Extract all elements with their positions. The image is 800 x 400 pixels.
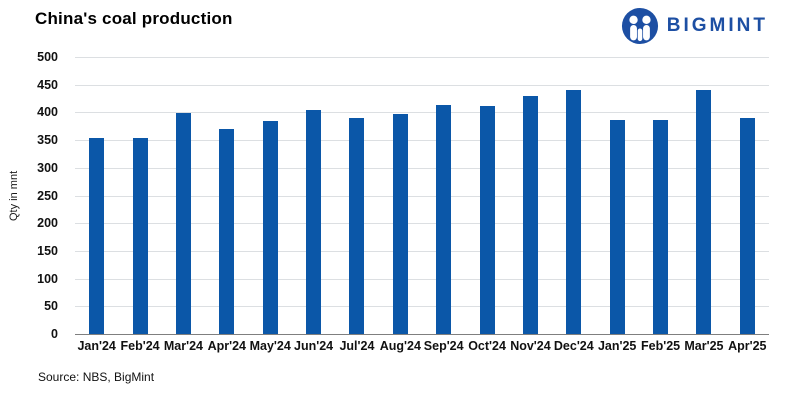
bar-slot	[422, 57, 465, 334]
x-axis-label: Sep'24	[423, 339, 464, 353]
bar-Jan'24	[89, 137, 105, 334]
brand-logo: BIGMINT	[621, 7, 768, 45]
bar-slot	[726, 57, 769, 334]
bar-Sep'24	[436, 104, 452, 334]
source-note: Source: NBS, BigMint	[38, 370, 155, 384]
y-axis-ticks: 0 50 100 150 200 250 300 350 400 450 500	[24, 50, 66, 341]
page-title: China's coal production	[35, 9, 233, 28]
y-tick-label: 150	[37, 243, 58, 258]
y-tick-label: 250	[37, 188, 58, 203]
bar-slot	[205, 57, 248, 334]
gridline	[75, 84, 769, 86]
x-axis-label: Aug'24	[379, 339, 421, 353]
bar-Feb'25	[653, 120, 669, 334]
y-tick-label: 300	[37, 160, 58, 175]
gridline	[75, 250, 769, 252]
bar-slot	[509, 57, 552, 334]
bar-slot	[379, 57, 422, 334]
gridline	[75, 112, 769, 114]
bar-slot	[682, 57, 725, 334]
x-axis-label: Apr'24	[207, 339, 247, 353]
bar-Apr'25	[739, 117, 755, 334]
x-axis-label: Nov'24	[510, 339, 551, 353]
y-tick-label: 400	[37, 105, 58, 120]
bar-Dec'24	[566, 90, 582, 334]
x-axis-label: Jul'24	[339, 339, 375, 353]
bar-slot	[162, 57, 205, 334]
x-axis-label: Dec'24	[553, 339, 594, 353]
x-axis-label: Mar'24	[163, 339, 203, 353]
x-axis-label: Apr'25	[728, 339, 767, 353]
bar-Jan'25	[609, 120, 625, 334]
x-axis-label: Jan'25	[597, 339, 637, 353]
y-tick-label: 200	[37, 216, 58, 231]
y-tick-label: 0	[51, 327, 58, 341]
bar-slot	[552, 57, 595, 334]
bigmint-logo-icon	[621, 7, 658, 45]
bar-Oct'24	[479, 105, 495, 334]
bar-Jul'24	[349, 117, 365, 334]
plot-area	[75, 57, 769, 335]
y-tick-label: 100	[37, 271, 58, 286]
bar-Jun'24	[306, 109, 322, 334]
bars-container	[75, 57, 769, 334]
gridline	[75, 306, 769, 308]
bar-slot	[75, 57, 118, 334]
bar-slot	[292, 57, 335, 334]
bar-slot	[118, 57, 161, 334]
x-axis-label: Feb'24	[120, 339, 160, 353]
bar-May'24	[262, 121, 278, 334]
bar-slot	[596, 57, 639, 334]
y-tick-label: 450	[37, 77, 58, 92]
y-tick-label: 350	[37, 133, 58, 148]
bar-Mar'25	[696, 89, 712, 334]
bar-Feb'24	[132, 137, 148, 334]
bar-slot	[639, 57, 682, 334]
x-axis-line	[75, 334, 769, 335]
gridline	[75, 57, 769, 58]
x-axis-label: Feb'25	[641, 339, 681, 353]
gridline	[75, 140, 769, 142]
bar-Mar'24	[175, 113, 191, 334]
gridline	[75, 223, 769, 225]
bar-Nov'24	[522, 96, 538, 334]
y-tick-label: 500	[37, 50, 58, 64]
bar-slot	[249, 57, 292, 334]
y-tick-label: 50	[44, 299, 58, 314]
x-axis-label: Jan'24	[77, 339, 116, 353]
x-axis-label: Mar'25	[684, 339, 724, 353]
brand-name: BIGMINT	[666, 15, 768, 36]
bar-slot	[335, 57, 378, 334]
x-axis-label: Oct'24	[468, 339, 506, 353]
gridline	[75, 278, 769, 280]
x-axis-labels: Jan'24 Feb'24 Mar'24 Apr'24 May'24 Jun'24 Jul'…	[75, 339, 769, 353]
bar-slot	[465, 57, 508, 334]
y-axis-title: Qty in mnt	[8, 170, 20, 221]
x-axis-label: May'24	[249, 339, 291, 353]
x-axis-label: Jun'24	[294, 339, 334, 353]
bar-Apr'24	[219, 129, 235, 334]
bar-Aug'24	[392, 113, 408, 334]
gridline	[75, 195, 769, 197]
gridline	[75, 167, 769, 169]
